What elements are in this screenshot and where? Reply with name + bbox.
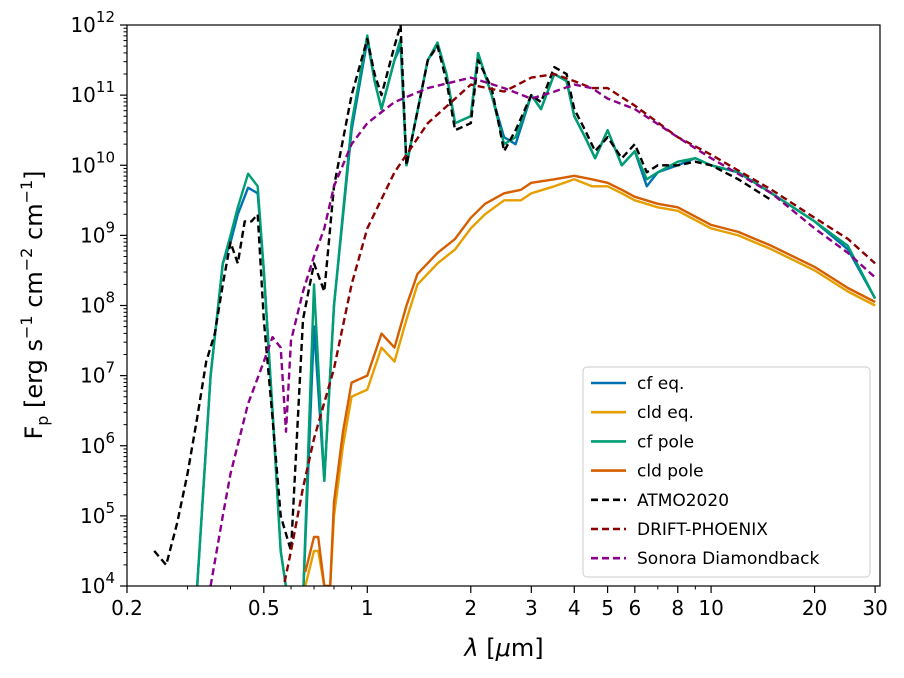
legend-label-sonora-diamondback: Sonora Diamondback <box>637 549 819 569</box>
x-tick-label: 2 <box>464 596 477 620</box>
x-tick-label: 20 <box>802 596 827 620</box>
series-line-atmo2020 <box>153 25 773 567</box>
y-tick-label: 105 <box>80 499 115 528</box>
x-axis: 0.2 0.5 1 2 3 4 5 6 8 10 20 30 <box>111 586 888 620</box>
series-line-cld-pole <box>304 174 876 586</box>
series-line-drift-phoenix <box>282 72 876 586</box>
y-tick-label: 107 <box>80 359 115 388</box>
x-tick-label: 8 <box>671 596 684 620</box>
x-tick-label: 6 <box>628 596 641 620</box>
x-tick-label: 1 <box>361 596 374 620</box>
y-axis-label: Fp [erg s−1 cm−2 cm−1] <box>17 170 52 439</box>
legend-label-cf-pole: cf pole <box>637 432 694 452</box>
y-tick-label: 108 <box>80 289 115 318</box>
x-tick-label: 30 <box>862 596 887 620</box>
y-tick-label: 104 <box>80 569 115 598</box>
legend-label-cf-eq: cf eq. <box>637 374 684 394</box>
y-tick-label: 106 <box>80 429 115 458</box>
legend-label-drift-phoenix: DRIFT-PHOENIX <box>637 520 768 540</box>
x-axis-label: λ [μm] <box>462 634 543 662</box>
x-tick-label: 4 <box>568 596 581 620</box>
y-tick-label: 1011 <box>70 78 115 107</box>
series-layer <box>153 25 877 586</box>
legend: cf eq. cld eq. cf pole cld pole ATMO2020 DRIF… <box>582 366 871 578</box>
legend-label-cld-pole: cld pole <box>637 462 704 482</box>
series-line-sonora-diamondback <box>209 76 876 586</box>
series-line-cld-eq <box>304 178 876 586</box>
x-tick-label: 10 <box>698 596 723 620</box>
y-tick-label: 109 <box>80 218 115 247</box>
x-tick-label: 0.2 <box>111 596 143 620</box>
x-tick-label: 3 <box>525 596 538 620</box>
x-tick-label: 0.5 <box>248 596 280 620</box>
x-tick-label: 5 <box>601 596 614 620</box>
legend-label-cld-eq: cld eq. <box>637 403 694 423</box>
y-tick-label: 1012 <box>70 8 115 37</box>
legend-label-atmo2020: ATMO2020 <box>637 491 729 511</box>
y-tick-label: 1010 <box>70 148 115 177</box>
y-axis: 104 105 106 107 108 109 1010 1011 1012 <box>70 8 127 598</box>
legend-box <box>582 366 871 578</box>
